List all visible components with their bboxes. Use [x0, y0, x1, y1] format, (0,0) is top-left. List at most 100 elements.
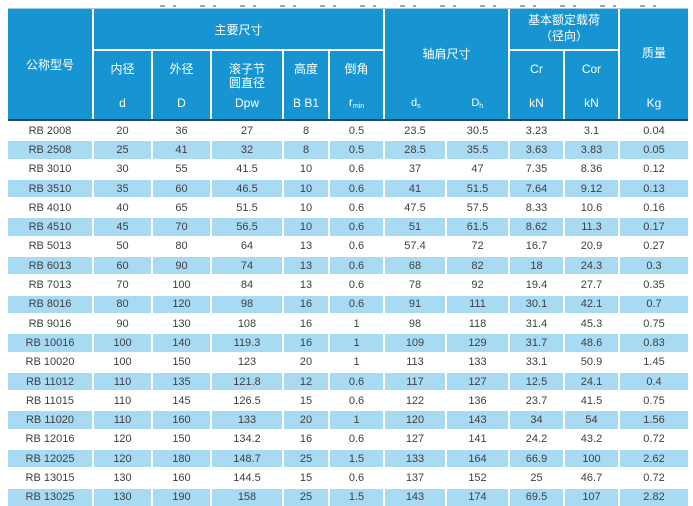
value-cell: 45 [94, 218, 151, 236]
value-cell: 41.5 [236, 163, 258, 176]
value-cell: 0.6 [330, 218, 383, 236]
value-cell: 92 [471, 279, 484, 292]
column-unit: Kg [646, 96, 662, 110]
value-cell: 119.3 [212, 334, 282, 352]
value-cell: 8.36 [580, 163, 603, 176]
column-header-dynamic-load: Cr kN [510, 51, 563, 119]
model-cell: RB 10016 [8, 334, 92, 352]
value-cell: 10.6 [580, 201, 603, 214]
table-row: RB 12025 120 180 148.7 25 1.5 133 164 66.9 100 2.6… [8, 449, 688, 468]
value-cell: 0.6 [330, 295, 383, 313]
value-cell: 126.5 [233, 394, 261, 407]
value-cell: 16 [299, 433, 313, 446]
value-cell: 145 [172, 394, 191, 407]
value-cell: 55 [175, 163, 188, 176]
value-cell: 27.7 [580, 279, 603, 292]
value-cell: 110 [94, 411, 151, 429]
value-cell: 0.6 [348, 201, 365, 214]
value-cell: 0.75 [643, 394, 665, 407]
value-cell: 0.35 [643, 279, 665, 292]
model-cell: RB 4510 [8, 218, 92, 236]
value-cell: 61.5 [447, 218, 508, 236]
column-symbol: Dpw [234, 96, 259, 110]
value-cell: 0.17 [620, 218, 688, 236]
value-cell: 24.1 [565, 372, 618, 391]
value-cell: 80 [94, 295, 151, 313]
column-label-line1: 基本额定载荷 [527, 13, 600, 28]
value-cell: 82 [447, 257, 508, 275]
value-cell: 9.12 [565, 179, 618, 198]
column-header-height: 高度 B B1 [284, 51, 328, 119]
value-cell: 3.1 [583, 124, 600, 137]
value-cell: 0.6 [348, 471, 365, 484]
model-cell: RB 8016 [8, 295, 92, 313]
value-cell: 110 [94, 372, 151, 391]
value-cell: 46.7 [580, 471, 603, 484]
value-cell: 0.27 [643, 240, 665, 253]
value-cell: 130 [113, 471, 132, 484]
value-cell: 137 [405, 471, 425, 484]
value-cell: 150 [172, 356, 191, 369]
value-cell: 41 [385, 179, 445, 198]
value-cell: 0.4 [620, 372, 688, 391]
value-cell: 20 [299, 356, 313, 369]
value-cell: 0.3 [620, 257, 688, 275]
value-cell: 148.7 [212, 450, 282, 468]
value-cell: 57.4 [404, 240, 426, 253]
value-cell: 48.6 [565, 334, 618, 352]
value-cell: 0.6 [330, 372, 383, 391]
value-cell: 51.5 [447, 179, 508, 198]
model-cell: RB 7013 [28, 279, 72, 292]
value-cell: 18 [510, 257, 563, 275]
column-symbol: D [177, 96, 186, 110]
column-group-shoulder-dimensions: 轴肩尺寸 ds Dh [385, 9, 508, 119]
value-cell: 8.33 [525, 201, 548, 214]
value-cell: 60 [153, 179, 210, 198]
value-cell: 34 [510, 411, 563, 429]
column-symbol: B B1 [292, 96, 319, 110]
table-row: RB 10016 100 140 119.3 16 1 109 129 31.7 48.6 0.83 [8, 333, 688, 352]
value-cell: 121.8 [212, 372, 282, 391]
value-cell: 74 [212, 257, 282, 275]
table-row: RB 8016 80 120 98 16 0.6 91 111 30.1 42.1 0.7 [8, 295, 688, 314]
value-cell: 134.2 [233, 433, 261, 446]
value-cell: 25 [284, 488, 328, 506]
shoulder-symbols: ds Dh [385, 97, 508, 110]
value-cell: 10 [299, 163, 313, 176]
value-cell: 41.5 [580, 394, 603, 407]
value-cell: 8 [302, 124, 310, 137]
column-header-roller-pitch-diameter: 滚子节圆直径 Dpw [212, 51, 282, 119]
value-cell: 180 [153, 450, 210, 468]
bearing-table: 公称型号 主要尺寸 内径 d 外径 D 滚子节圆直径 Dpw 高度 B B1 倒… [8, 8, 688, 506]
value-cell: 25 [94, 141, 151, 159]
table-row: RB 13025 130 190 158 25 1.5 143 174 69.5 107 2.82 [8, 488, 688, 506]
column-symbol: d [119, 96, 126, 110]
value-cell: 31.7 [510, 334, 563, 352]
column-unit: kN [529, 96, 544, 110]
value-cell: 12 [284, 372, 328, 391]
value-cell: 0.12 [643, 163, 665, 176]
value-cell: 35.5 [447, 141, 508, 159]
table-row: RB 2508 25 41 32 8 0.5 28.5 35.5 3.63 3.83 0.05 [8, 140, 688, 159]
value-cell: 98 [212, 295, 282, 313]
value-cell: 1.45 [643, 356, 665, 369]
value-cell: 108 [237, 317, 257, 330]
value-cell: 8.62 [510, 218, 563, 236]
model-cell: RB 11020 [8, 411, 92, 429]
value-cell: 12.5 [510, 372, 563, 391]
value-cell: 129 [447, 334, 508, 352]
column-symbol: Cr [530, 62, 543, 76]
model-cell: RB 5013 [28, 240, 72, 253]
value-cell: 123 [237, 356, 257, 369]
value-cell: 144.5 [233, 471, 261, 484]
value-cell: 100 [565, 450, 618, 468]
value-cell: 23.7 [525, 394, 548, 407]
value-cell: 31.4 [525, 317, 548, 330]
value-cell: 8 [284, 141, 328, 159]
value-cell: 50 [116, 240, 129, 253]
value-cell: 30 [116, 163, 129, 176]
value-cell: 0.13 [620, 179, 688, 198]
value-cell: 111 [447, 295, 508, 313]
value-cell: 11.3 [565, 218, 618, 236]
value-cell: 130 [94, 488, 151, 506]
